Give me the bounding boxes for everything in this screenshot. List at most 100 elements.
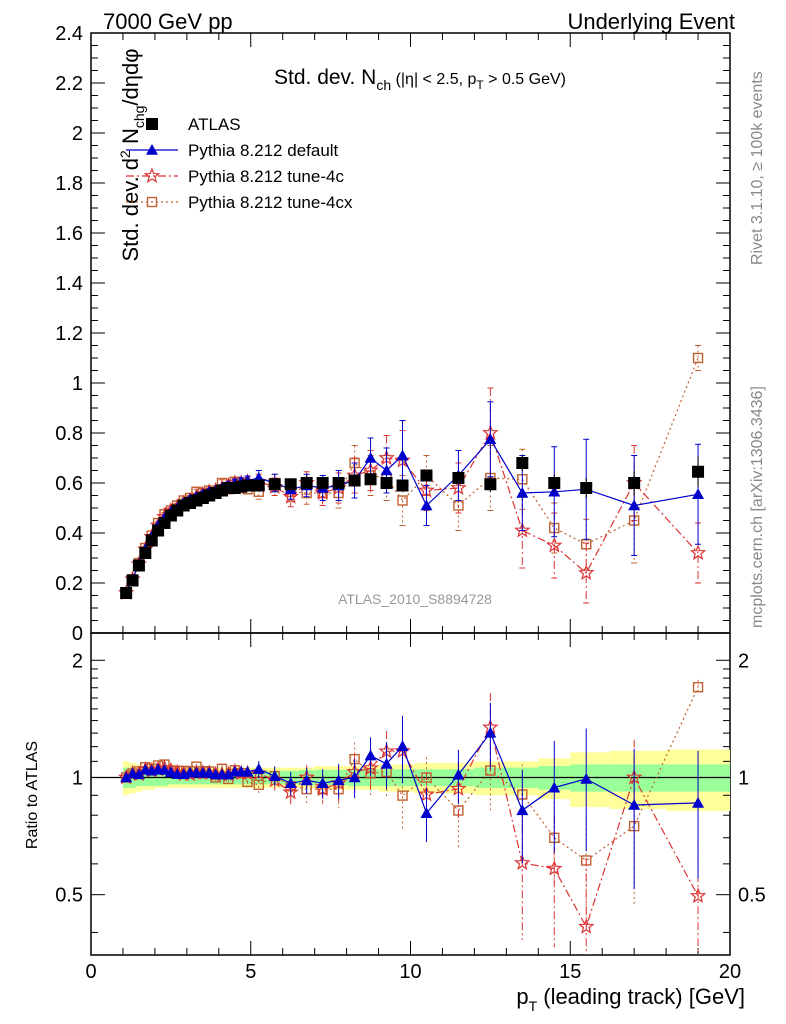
analysis-id: ATLAS_2010_S8894728 (338, 591, 492, 607)
main-title: Std. dev. Nch (|η| < 2.5, pT > 0.5 GeV) (274, 66, 566, 93)
ratio-point (692, 682, 704, 693)
data-point (420, 499, 433, 511)
legend-label: ATLAS (188, 115, 241, 134)
legend-marker (146, 118, 158, 130)
data-point (692, 488, 705, 500)
y-tick-label: 2.4 (55, 23, 83, 45)
data-point (282, 488, 299, 504)
ratio-point (242, 776, 253, 788)
data-point (580, 482, 593, 494)
data-point (139, 547, 152, 559)
ratio-point (484, 726, 497, 738)
ratio-point (332, 774, 345, 786)
data-point (284, 478, 297, 491)
ratio-series-default (120, 702, 705, 890)
data-point (364, 452, 377, 463)
y-tick-label: 2.2 (55, 73, 83, 95)
ratio-point (514, 854, 531, 871)
data-point (628, 499, 641, 511)
x-tick-label: 5 (245, 961, 256, 983)
legend-label: Pythia 8.212 tune-4cx (188, 193, 353, 212)
data-point (241, 479, 254, 492)
legend: ATLAS Pythia 8.212 default Pythia 8.212 tu… (126, 115, 353, 212)
y-tick-label: 1.6 (55, 223, 83, 245)
ratio-point (252, 763, 265, 774)
legend-label: Pythia 8.212 default (188, 141, 339, 160)
data-point (132, 559, 145, 572)
y-tick-label: 0.4 (55, 523, 83, 545)
legend-marker (146, 196, 158, 208)
ratio-point (380, 757, 393, 769)
data-point (397, 495, 408, 506)
data-point (120, 587, 133, 599)
legend-item-default: Pythia 8.212 default (126, 141, 339, 160)
y-tick-label: 1 (72, 373, 83, 395)
data-point (380, 477, 393, 489)
ratio-point (689, 887, 707, 904)
data-point (689, 544, 707, 561)
data-point (545, 536, 563, 553)
data-point (268, 478, 281, 491)
series-tune4cx (120, 345, 704, 599)
x-tick-label: 0 (85, 961, 96, 983)
data-point (548, 477, 561, 489)
y-tick-label: 0.6 (55, 473, 83, 495)
ratio-point (548, 781, 561, 793)
y-tick-label: 2 (72, 123, 83, 145)
y-tick-label: 1.4 (55, 273, 83, 295)
axis-ticks: 0 5 10 15 20 0 0.2 0.4 0.6 0.8 1 1.2 1.4 1.6 1.8 2 2.2 2.… (55, 23, 766, 983)
header-right: Underlying Event (567, 9, 735, 34)
ratio-point (396, 740, 409, 751)
ratio-point (692, 796, 705, 808)
x-tick-label: 10 (399, 961, 421, 983)
legend-item-data: ATLAS (146, 115, 241, 134)
ratio-point (348, 771, 361, 783)
legend-item-tune4cx: Pythia 8.212 tune-4cx (126, 193, 353, 212)
ratio-point (580, 772, 593, 784)
data-point (380, 464, 393, 476)
ratio-point (545, 859, 563, 876)
data-series (117, 345, 707, 955)
ratio-series-tune4c (117, 693, 707, 955)
data-point (332, 477, 345, 489)
ratio-point (397, 790, 408, 801)
data-point (692, 465, 705, 478)
ratio-point (316, 777, 329, 789)
data-point (628, 477, 641, 489)
data-point (692, 352, 704, 364)
y-tick-label: 1.2 (55, 323, 83, 345)
series-line (125, 431, 699, 594)
legend-marker (146, 144, 158, 155)
y-tick-label: 0 (72, 623, 83, 645)
x-tick-label: 15 (559, 961, 581, 983)
ratio-point (628, 798, 641, 810)
ratio-point (158, 763, 171, 775)
series-data (120, 455, 705, 599)
ratio-point (222, 768, 235, 780)
y-tick-label: 1.8 (55, 173, 83, 195)
x-tick-label: 20 (719, 961, 741, 983)
data-point (516, 457, 529, 469)
data-point (484, 433, 497, 445)
legend-item-tune4c: Pythia 8.212 tune-4c (126, 167, 344, 186)
ratio-point (420, 807, 433, 819)
data-point (452, 472, 465, 484)
ratio-point (577, 918, 595, 934)
data-point (252, 479, 265, 492)
data-point (514, 521, 531, 538)
ratio-point (452, 768, 465, 780)
ratio-point (284, 777, 297, 789)
data-point (516, 487, 529, 498)
ratio-tick-label-right: 1 (738, 767, 749, 789)
ratio-point (132, 768, 145, 780)
data-point (348, 474, 361, 487)
ratio-point (300, 774, 313, 786)
ratio-point (120, 771, 133, 783)
ratio-tick-label: 2 (72, 650, 83, 672)
data-point (420, 469, 433, 482)
ratio-point (516, 804, 529, 816)
data-point (396, 449, 409, 461)
data-point (300, 477, 313, 489)
rivet-label: Rivet 3.1.10, ≥ 100k events (749, 71, 766, 265)
